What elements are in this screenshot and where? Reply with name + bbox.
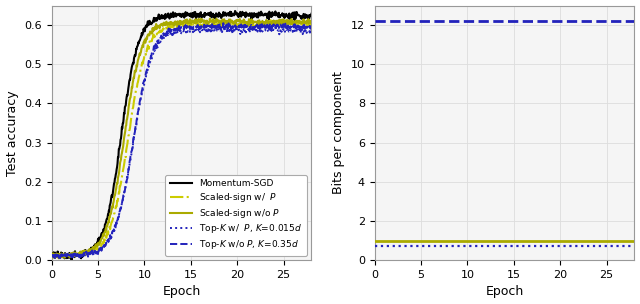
Top-$K$ w/o $P$, $K$=0.35$d$ [244, 26, 252, 29]
Momentum-SGD [221, 12, 229, 15]
Line: Top-$K$ w/  $P$, $K$=0.015$d$: Top-$K$ w/ $P$, $K$=0.015$d$ [52, 27, 312, 259]
Scaled-sign w/  $P$ [115, 191, 123, 195]
Top-$K$ w/  $P$, $K$=0.015$d$ [115, 213, 123, 217]
Scaled-sign w/o $P$ [55, 257, 63, 260]
Momentum-SGD [202, 13, 209, 17]
Top-$K$ w/  $P$, $K$=0.015$d$ [244, 29, 252, 32]
Y-axis label: Bits per component: Bits per component [332, 71, 345, 194]
Momentum-SGD [308, 12, 316, 16]
Top-$K$ w/o $P$, $K$=0.35$d$ [48, 255, 56, 259]
Scaled-sign w/o $P$ [212, 17, 220, 20]
Scaled-sign w/  $P$ [202, 24, 209, 28]
Top-$K$ w/  $P$, $K$=0.015$d$ [166, 31, 173, 35]
Scaled-sign w/  $P$ [267, 18, 275, 22]
Scaled-sign w/o $P$ [115, 172, 123, 176]
Top-$K$ w/o $P$, $K$=0.35$d$ [202, 25, 209, 28]
Momentum-SGD [48, 252, 56, 256]
Top-$K$ w/  $P$, $K$=0.015$d$ [48, 254, 56, 257]
Scaled-sign w/o $P$ [244, 20, 252, 24]
Scaled-sign w/o $P$ [48, 256, 56, 260]
Top-$K$ w/  $P$, $K$=0.015$d$ [301, 26, 308, 29]
Top-$K$ w/  $P$, $K$=0.015$d$ [51, 257, 58, 261]
Top-$K$ w/  $P$, $K$=0.015$d$ [94, 247, 102, 250]
Legend: Momentum-SGD, Scaled-sign w/  $P$, Scaled-sign w/o $P$, Top-$K$ w/  $P$, $K$=0.0: Momentum-SGD, Scaled-sign w/ $P$, Scaled… [165, 175, 307, 256]
Scaled-sign w/  $P$ [166, 25, 173, 29]
Momentum-SGD [244, 12, 252, 16]
Scaled-sign w/  $P$ [48, 251, 56, 255]
Momentum-SGD [94, 237, 102, 241]
Scaled-sign w/o $P$ [222, 20, 230, 23]
Line: Momentum-SGD: Momentum-SGD [52, 11, 312, 260]
Scaled-sign w/o $P$ [308, 20, 316, 24]
Y-axis label: Test accuracy: Test accuracy [6, 90, 19, 176]
X-axis label: Epoch: Epoch [163, 285, 200, 299]
X-axis label: Epoch: Epoch [485, 285, 524, 299]
Momentum-SGD [68, 258, 76, 262]
Scaled-sign w/  $P$ [221, 24, 229, 27]
Scaled-sign w/  $P$ [244, 24, 252, 28]
Top-$K$ w/  $P$, $K$=0.015$d$ [308, 28, 316, 32]
Momentum-SGD [115, 147, 123, 151]
Line: Scaled-sign w/o $P$: Scaled-sign w/o $P$ [52, 19, 312, 258]
Scaled-sign w/  $P$ [94, 247, 102, 250]
Top-$K$ w/o $P$, $K$=0.35$d$ [166, 30, 173, 33]
Scaled-sign w/o $P$ [166, 21, 173, 24]
Momentum-SGD [166, 17, 173, 20]
Top-$K$ w/o $P$, $K$=0.35$d$ [94, 252, 102, 256]
Scaled-sign w/  $P$ [54, 256, 62, 260]
Top-$K$ w/o $P$, $K$=0.35$d$ [115, 215, 123, 219]
Line: Scaled-sign w/  $P$: Scaled-sign w/ $P$ [52, 20, 312, 258]
Top-$K$ w/  $P$, $K$=0.015$d$ [221, 27, 229, 30]
Scaled-sign w/o $P$ [94, 241, 102, 245]
Top-$K$ w/o $P$, $K$=0.35$d$ [221, 25, 229, 29]
Top-$K$ w/o $P$, $K$=0.35$d$ [55, 256, 63, 260]
Top-$K$ w/o $P$, $K$=0.35$d$ [241, 21, 249, 24]
Line: Top-$K$ w/o $P$, $K$=0.35$d$: Top-$K$ w/o $P$, $K$=0.35$d$ [52, 22, 312, 258]
Momentum-SGD [231, 9, 239, 13]
Scaled-sign w/  $P$ [308, 22, 316, 25]
Top-$K$ w/o $P$, $K$=0.35$d$ [308, 27, 316, 31]
Top-$K$ w/  $P$, $K$=0.015$d$ [202, 28, 209, 32]
Scaled-sign w/o $P$ [202, 20, 209, 23]
